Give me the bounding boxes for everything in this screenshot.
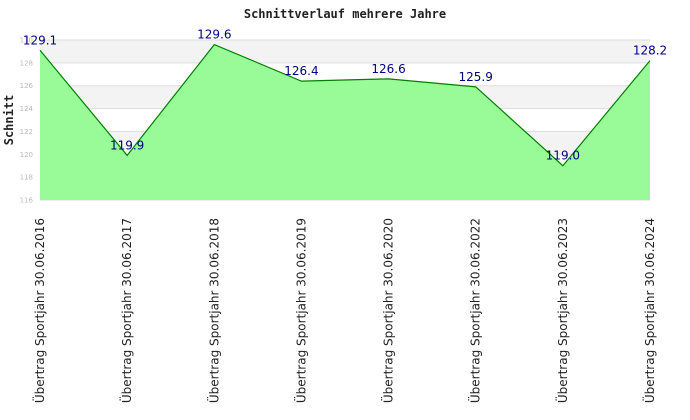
y-tick-label: 118: [20, 174, 33, 182]
x-tick-label: Übertrag Sportjahr 30.06.2022: [467, 218, 483, 403]
y-axis-label: Schnitt: [2, 95, 16, 146]
x-tick-label: Übertrag Sportjahr 30.06.2019: [292, 218, 308, 403]
data-label: 129.6: [197, 28, 231, 42]
y-tick-label: 120: [20, 151, 33, 159]
x-tick-label: Übertrag Sportjahr 30.06.2020: [380, 218, 396, 403]
data-label: 126.4: [284, 64, 318, 78]
y-tick-label: 116: [20, 197, 34, 205]
x-tick-labels: Übertrag Sportjahr 30.06.2016 Übertrag Sp…: [31, 218, 657, 403]
data-label: 119.9: [110, 138, 144, 152]
x-tick-label: Übertrag Sportjahr 30.06.2024: [641, 218, 657, 403]
x-tick-label: Übertrag Sportjahr 30.06.2023: [554, 218, 570, 403]
x-tick-label: Übertrag Sportjahr 30.06.2017: [118, 218, 134, 403]
data-label: 129.1: [23, 33, 57, 47]
area-series: [39, 43, 651, 201]
y-tick-label: 124: [20, 105, 34, 113]
data-label: 128.2: [633, 44, 667, 58]
series-line: [39, 43, 651, 167]
data-label: 125.9: [459, 70, 493, 84]
data-label: 126.6: [371, 62, 405, 76]
chart-title: Schnittverlauf mehrere Jahre: [244, 7, 446, 21]
x-tick-label: Übertrag Sportjahr 30.06.2018: [205, 218, 221, 403]
y-tick-label: 122: [20, 128, 33, 136]
value-labels: 129.1 119.9 129.6 126.4 126.6 125.9 119.0 128.2: [23, 28, 667, 163]
data-label: 119.0: [546, 149, 580, 163]
y-tick-label: 130: [20, 37, 33, 45]
y-tick-label: 126: [20, 82, 34, 90]
plot-band: [40, 40, 650, 63]
y-tick-label: 128: [20, 59, 33, 67]
x-tick-label: Übertrag Sportjahr 30.06.2016: [31, 218, 47, 403]
y-tick-labels: 116 118 120 122 124 126 128 130: [20, 37, 34, 205]
area-fill: [40, 44, 650, 201]
